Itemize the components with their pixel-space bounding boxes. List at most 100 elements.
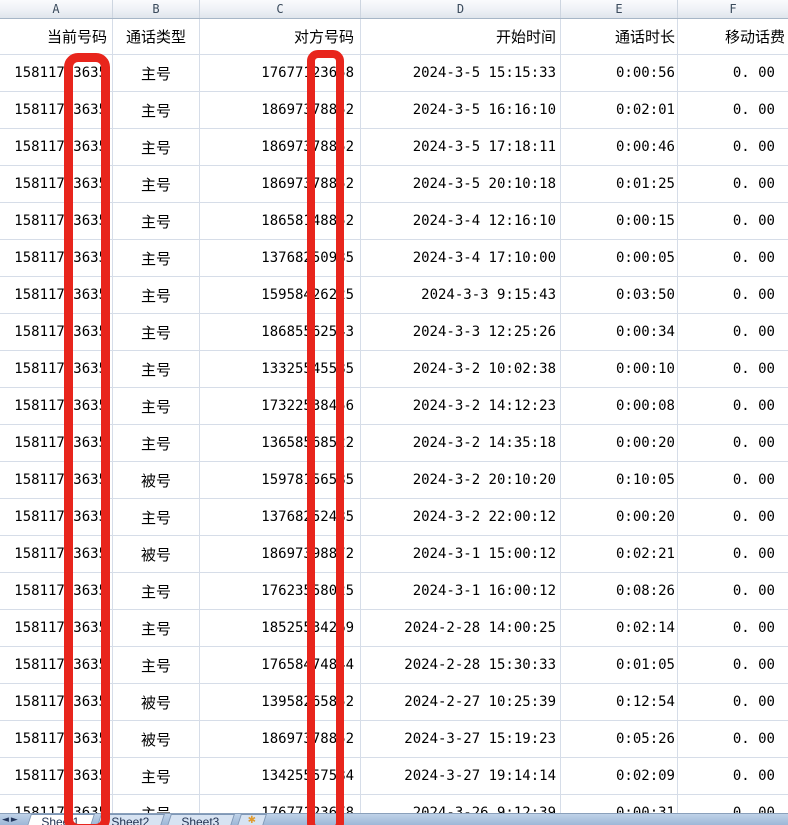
call-type-cell[interactable]: 主号 <box>113 314 200 350</box>
current-number-cell[interactable]: 15811753635 <box>0 203 113 239</box>
header-mobile-fee[interactable]: 移动话费 <box>724 29 785 46</box>
call-type-cell[interactable]: 主号 <box>113 388 200 424</box>
column-header-e[interactable]: E <box>561 0 678 18</box>
start-time-cell[interactable]: 2024-2-27 10:25:39 <box>361 684 561 720</box>
current-number-cell[interactable]: 15811753635 <box>0 573 113 609</box>
start-time-cell[interactable]: 2024-2-28 15:30:33 <box>361 647 561 683</box>
column-header-d[interactable]: D <box>361 0 561 18</box>
current-number-cell[interactable]: 15811753635 <box>0 129 113 165</box>
start-time-cell[interactable]: 2024-3-5 15:15:33 <box>361 55 561 91</box>
current-number-cell[interactable]: 15811753635 <box>0 388 113 424</box>
fee-cell[interactable]: 0. 00 <box>732 324 775 340</box>
call-type-cell[interactable]: 主号 <box>113 240 200 276</box>
current-number-cell[interactable]: 15811753635 <box>0 425 113 461</box>
current-number-cell[interactable]: 15811753635 <box>0 610 113 646</box>
duration-cell[interactable]: 0:00:56 <box>561 55 678 91</box>
duration-cell[interactable]: 0:01:05 <box>561 647 678 683</box>
duration-cell[interactable]: 0:02:09 <box>561 758 678 794</box>
current-number-cell[interactable]: 15811753635 <box>0 499 113 535</box>
current-number-cell[interactable]: 15811753635 <box>0 462 113 498</box>
start-time-cell[interactable]: 2024-3-2 14:35:18 <box>361 425 561 461</box>
call-type-cell[interactable]: 主号 <box>113 166 200 202</box>
duration-cell[interactable]: 0:05:26 <box>561 721 678 757</box>
start-time-cell[interactable]: 2024-3-5 20:10:18 <box>361 166 561 202</box>
start-time-cell[interactable]: 2024-3-2 20:10:20 <box>361 462 561 498</box>
call-type-cell[interactable]: 主号 <box>113 425 200 461</box>
header-call-type[interactable]: 通话类型 <box>113 19 200 54</box>
fee-cell[interactable]: 0. 00 <box>732 768 775 784</box>
fee-cell[interactable]: 0. 00 <box>732 287 775 303</box>
fee-cell[interactable]: 0. 00 <box>732 250 775 266</box>
duration-cell[interactable]: 0:08:26 <box>561 573 678 609</box>
duration-cell[interactable]: 0:02:01 <box>561 92 678 128</box>
fee-cell[interactable]: 0. 00 <box>732 65 775 81</box>
current-number-cell[interactable]: 15811753635 <box>0 277 113 313</box>
fee-cell[interactable]: 0. 00 <box>732 176 775 192</box>
start-time-cell[interactable]: 2024-2-28 14:00:25 <box>361 610 561 646</box>
call-type-cell[interactable]: 被号 <box>113 721 200 757</box>
header-current-number[interactable]: 当前号码 <box>0 19 113 54</box>
current-number-cell[interactable]: 15811753635 <box>0 721 113 757</box>
call-type-cell[interactable]: 主号 <box>113 129 200 165</box>
start-time-cell[interactable]: 2024-3-4 12:16:10 <box>361 203 561 239</box>
current-number-cell[interactable]: 15811753635 <box>0 536 113 572</box>
current-number-cell[interactable]: 15811753635 <box>0 758 113 794</box>
header-start-time[interactable]: 开始时间 <box>361 19 561 54</box>
fee-cell[interactable]: 0. 00 <box>732 435 775 451</box>
fee-cell[interactable]: 0. 00 <box>732 102 775 118</box>
start-time-cell[interactable]: 2024-3-2 10:02:38 <box>361 351 561 387</box>
fee-cell[interactable]: 0. 00 <box>732 546 775 562</box>
fee-cell[interactable]: 0. 00 <box>732 620 775 636</box>
duration-cell[interactable]: 0:00:15 <box>561 203 678 239</box>
column-header-a[interactable]: A <box>0 0 113 18</box>
current-number-cell[interactable]: 15811753635 <box>0 55 113 91</box>
duration-cell[interactable]: 0:00:05 <box>561 240 678 276</box>
start-time-cell[interactable]: 2024-3-27 15:19:23 <box>361 721 561 757</box>
header-duration[interactable]: 通话时长 <box>561 19 678 54</box>
fee-cell[interactable]: 0. 00 <box>732 731 775 747</box>
call-type-cell[interactable]: 主号 <box>113 92 200 128</box>
start-time-cell[interactable]: 2024-3-1 15:00:12 <box>361 536 561 572</box>
start-time-cell[interactable]: 2024-3-5 16:16:10 <box>361 92 561 128</box>
call-type-cell[interactable]: 主号 <box>113 351 200 387</box>
start-time-cell[interactable]: 2024-3-2 22:00:12 <box>361 499 561 535</box>
duration-cell[interactable]: 0:02:21 <box>561 536 678 572</box>
start-time-cell[interactable]: 2024-3-5 17:18:11 <box>361 129 561 165</box>
current-number-cell[interactable]: 15811753635 <box>0 314 113 350</box>
header-other-number[interactable]: 对方号码 <box>200 19 361 54</box>
start-time-cell[interactable]: 2024-3-3 9:15:43 <box>361 277 561 313</box>
column-header-f[interactable]: F <box>729 2 737 16</box>
call-type-cell[interactable]: 主号 <box>113 647 200 683</box>
call-type-cell[interactable]: 主号 <box>113 277 200 313</box>
start-time-cell[interactable]: 2024-3-4 17:10:00 <box>361 240 561 276</box>
current-number-cell[interactable]: 15811753635 <box>0 351 113 387</box>
duration-cell[interactable]: 0:00:08 <box>561 388 678 424</box>
duration-cell[interactable]: 0:00:10 <box>561 351 678 387</box>
duration-cell[interactable]: 0:01:25 <box>561 166 678 202</box>
call-type-cell[interactable]: 被号 <box>113 684 200 720</box>
tab-sheet3[interactable]: Sheet3 <box>165 814 235 825</box>
start-time-cell[interactable]: 2024-3-1 16:00:12 <box>361 573 561 609</box>
call-type-cell[interactable]: 被号 <box>113 536 200 572</box>
duration-cell[interactable]: 0:03:50 <box>561 277 678 313</box>
fee-cell[interactable]: 0. 00 <box>732 694 775 710</box>
duration-cell[interactable]: 0:10:05 <box>561 462 678 498</box>
fee-cell[interactable]: 0. 00 <box>732 213 775 229</box>
current-number-cell[interactable]: 15811753635 <box>0 647 113 683</box>
call-type-cell[interactable]: 主号 <box>113 499 200 535</box>
fee-cell[interactable]: 0. 00 <box>732 472 775 488</box>
call-type-cell[interactable]: 主号 <box>113 610 200 646</box>
duration-cell[interactable]: 0:12:54 <box>561 684 678 720</box>
fee-cell[interactable]: 0. 00 <box>732 583 775 599</box>
column-header-c[interactable]: C <box>200 0 361 18</box>
fee-cell[interactable]: 0. 00 <box>732 398 775 414</box>
call-type-cell[interactable]: 主号 <box>113 573 200 609</box>
current-number-cell[interactable]: 15811753635 <box>0 240 113 276</box>
duration-cell[interactable]: 0:02:14 <box>561 610 678 646</box>
column-header-b[interactable]: B <box>113 0 200 18</box>
fee-cell[interactable]: 0. 00 <box>732 657 775 673</box>
current-number-cell[interactable]: 15811753635 <box>0 92 113 128</box>
duration-cell[interactable]: 0:00:46 <box>561 129 678 165</box>
call-type-cell[interactable]: 主号 <box>113 758 200 794</box>
duration-cell[interactable]: 0:00:34 <box>561 314 678 350</box>
